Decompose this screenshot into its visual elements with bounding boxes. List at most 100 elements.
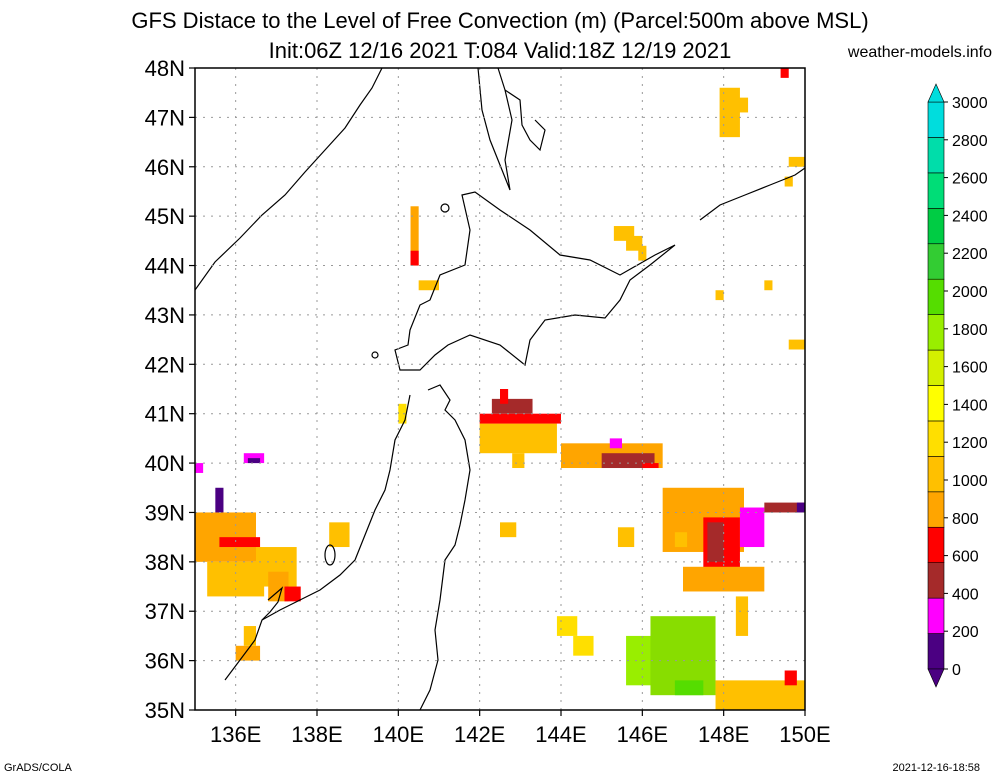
shading-layer	[195, 68, 805, 710]
colorbar-swatch	[927, 385, 945, 422]
colorbar-label: 1000	[952, 473, 988, 490]
colorbar-swatch	[927, 208, 945, 245]
colorbar-label: 2400	[952, 208, 988, 225]
longitude-ticks: 136E 138E 140E 142E 144E 146E 148E 150E	[210, 710, 831, 747]
shaded-cell	[573, 635, 594, 656]
shaded-cell	[601, 453, 655, 469]
shaded-cell	[556, 616, 578, 636]
colorbar-label: 1200	[952, 435, 988, 452]
colorbar-label: 2800	[952, 133, 988, 150]
honshu-west-coastline	[224, 394, 411, 681]
lat-tick-label: 35N	[145, 698, 185, 723]
shaded-cell	[243, 626, 256, 646]
colorbar-label: 1800	[952, 322, 988, 339]
colorbar-label: 1600	[952, 360, 988, 377]
colorbar-swatch	[927, 597, 945, 634]
colorbar-swatch	[927, 491, 945, 528]
shaded-cell	[609, 438, 622, 449]
latitude-ticks: 35N 36N 37N 38N 39N 40N 41N 42N 43N 44N 45N 46N 47N 4…	[145, 56, 195, 723]
colorbar-label: 3000	[952, 95, 988, 112]
colorbar-swatch	[927, 420, 945, 457]
shaded-cell	[764, 502, 805, 513]
shaded-cell	[735, 596, 749, 636]
shaded-cell	[207, 561, 265, 597]
shaded-cell	[195, 463, 204, 473]
colorbar-swatch	[927, 137, 945, 174]
generated-timestamp: 2021-12-16-18:58	[892, 762, 980, 774]
map-frame	[194, 67, 806, 711]
lat-tick-label: 46N	[145, 155, 185, 180]
shaded-cell	[410, 206, 419, 266]
coastline-layer	[195, 68, 805, 710]
colorbar: 0 200 400 600 800 1000 1200 1400 1600 1800 2000 220…	[927, 83, 988, 688]
colorbar-min-arrow	[927, 668, 945, 688]
colorbar-label: 2200	[952, 246, 988, 263]
shaded-cell	[788, 156, 805, 167]
colorbar-swatch	[927, 243, 945, 280]
shaded-cell	[268, 571, 289, 602]
colorbar-label: 2600	[952, 171, 988, 188]
kuril-islands	[699, 167, 805, 221]
lat-tick-label: 39N	[145, 500, 185, 525]
shaded-cell	[642, 463, 659, 469]
hokkaido-coastline	[394, 191, 676, 371]
colorbar-swatch	[927, 562, 945, 599]
shaded-cell	[719, 87, 740, 138]
mainland-coastline	[195, 68, 383, 291]
colorbar-label: 600	[952, 549, 979, 566]
chart-subtitle: Init:06Z 12/16 2021 T:084 Valid:18Z 12/1…	[268, 38, 732, 63]
lon-tick-label: 138E	[291, 722, 342, 747]
lat-tick-label: 40N	[145, 451, 185, 476]
lat-tick-label: 41N	[145, 402, 185, 427]
lat-tick-label: 37N	[145, 599, 185, 624]
shaded-cell	[739, 507, 765, 548]
colorbar-swatch	[927, 633, 945, 670]
colorbar-swatch	[927, 278, 945, 315]
honshu-coastline	[419, 384, 471, 710]
shaded-cell	[500, 389, 509, 404]
shaded-cell	[788, 339, 805, 350]
brand-label: weather-models.info	[847, 44, 992, 61]
shaded-cell	[491, 398, 533, 414]
shaded-cell	[418, 280, 439, 291]
shaded-cell	[617, 527, 635, 548]
shaded-cell	[329, 522, 350, 548]
sado-island	[324, 544, 336, 566]
sakhalin-coastline	[477, 68, 513, 191]
shaded-cell	[512, 453, 525, 469]
shaded-cell	[780, 68, 789, 78]
lat-tick-label: 45N	[145, 204, 185, 229]
lon-tick-label: 140E	[373, 722, 424, 747]
shaded-cell	[674, 532, 688, 548]
shaded-cell	[764, 280, 773, 291]
okushiri-island	[371, 351, 379, 359]
colorbar-label: 800	[952, 511, 979, 528]
lon-tick-label: 136E	[210, 722, 261, 747]
lat-tick-label: 36N	[145, 649, 185, 674]
lon-tick-label: 142E	[454, 722, 505, 747]
lat-tick-label: 48N	[145, 56, 185, 81]
colorbar-label: 1400	[952, 397, 988, 414]
lon-tick-label: 150E	[779, 722, 830, 747]
lat-tick-label: 47N	[145, 105, 185, 130]
shaded-cell	[479, 423, 557, 454]
sakhalin-east-coastline	[504, 89, 546, 152]
chart-title: GFS Distace to the Level of Free Convect…	[131, 8, 869, 33]
colorbar-swatch	[927, 314, 945, 351]
shaded-cell	[235, 645, 261, 661]
shaded-cell	[410, 250, 419, 266]
shaded-cell	[707, 522, 724, 562]
shaded-cell	[784, 670, 797, 686]
shaded-cell	[219, 537, 261, 548]
shaded-cell	[215, 487, 224, 513]
lon-tick-label: 146E	[617, 722, 668, 747]
lat-tick-label: 43N	[145, 303, 185, 328]
rishiri-island	[440, 203, 450, 213]
shaded-cell	[784, 176, 793, 187]
colorbar-swatch	[927, 526, 945, 563]
colorbar-swatch	[927, 456, 945, 493]
lat-tick-label: 42N	[145, 352, 185, 377]
shaded-cell	[796, 502, 805, 513]
colorbar-label: 200	[952, 624, 979, 641]
